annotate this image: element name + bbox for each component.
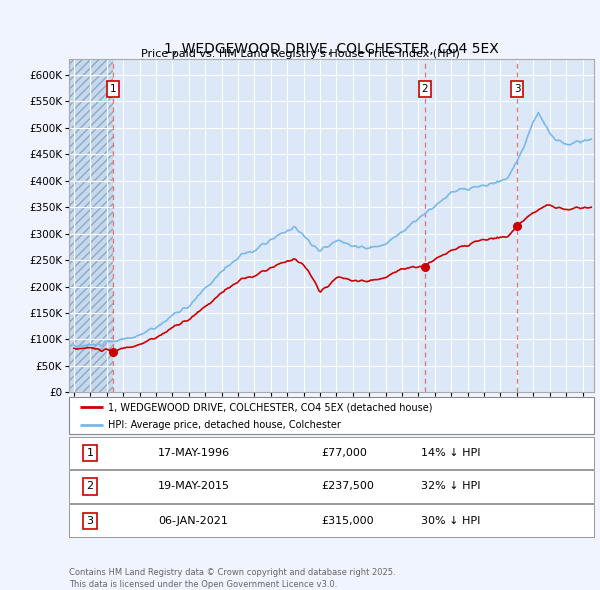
Text: HPI: Average price, detached house, Colchester: HPI: Average price, detached house, Colc…: [109, 419, 341, 430]
Text: 14% ↓ HPI: 14% ↓ HPI: [421, 448, 480, 458]
FancyBboxPatch shape: [69, 504, 594, 537]
Text: 1: 1: [110, 84, 116, 94]
Text: 06-JAN-2021: 06-JAN-2021: [158, 516, 228, 526]
Text: 2: 2: [86, 481, 94, 491]
Text: Price paid vs. HM Land Registry's House Price Index (HPI): Price paid vs. HM Land Registry's House …: [140, 49, 460, 59]
Text: 30% ↓ HPI: 30% ↓ HPI: [421, 516, 480, 526]
Bar: [69, 59, 113, 392]
Text: 19-MAY-2015: 19-MAY-2015: [158, 481, 230, 491]
Text: £315,000: £315,000: [321, 516, 374, 526]
FancyBboxPatch shape: [69, 437, 594, 469]
Text: £77,000: £77,000: [321, 448, 367, 458]
Text: £237,500: £237,500: [321, 481, 374, 491]
Text: 1, WEDGEWOOD DRIVE, COLCHESTER, CO4 5EX (detached house): 1, WEDGEWOOD DRIVE, COLCHESTER, CO4 5EX …: [109, 402, 433, 412]
Text: 1: 1: [86, 448, 94, 458]
Text: 32% ↓ HPI: 32% ↓ HPI: [421, 481, 480, 491]
Text: 2: 2: [421, 84, 428, 94]
Text: 3: 3: [514, 84, 520, 94]
FancyBboxPatch shape: [69, 397, 594, 434]
Text: 3: 3: [86, 516, 94, 526]
Text: Contains HM Land Registry data © Crown copyright and database right 2025.
This d: Contains HM Land Registry data © Crown c…: [69, 568, 395, 589]
FancyBboxPatch shape: [69, 470, 594, 503]
Title: 1, WEDGEWOOD DRIVE, COLCHESTER, CO4 5EX: 1, WEDGEWOOD DRIVE, COLCHESTER, CO4 5EX: [164, 42, 499, 57]
Text: 17-MAY-1996: 17-MAY-1996: [158, 448, 230, 458]
